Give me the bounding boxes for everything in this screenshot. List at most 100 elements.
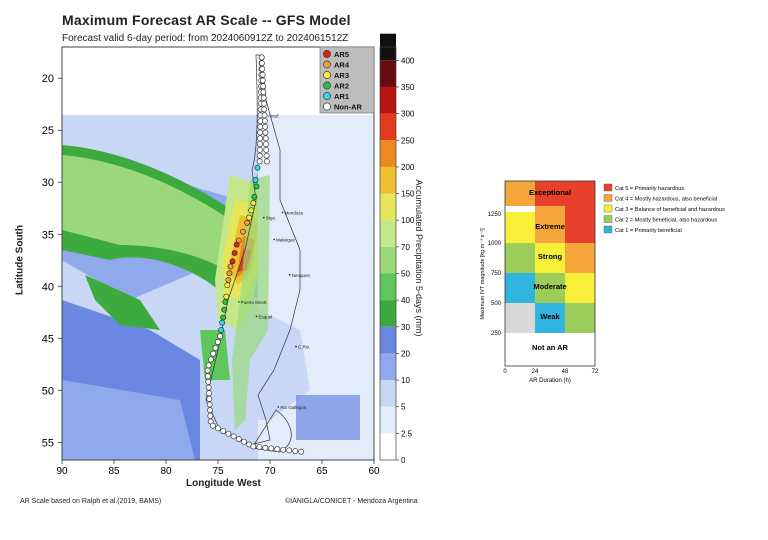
latitude-tick-labels: 20 25 30 35 40 45 50 55: [42, 73, 62, 449]
ar-point: [260, 94, 267, 101]
ar-ytick-label: 250: [491, 331, 502, 337]
latitude-tick-label: 50: [42, 385, 54, 397]
ar-xtick-label: 48: [562, 369, 569, 375]
colorbar-tick-label: 50: [401, 269, 410, 278]
ar-point: [292, 448, 299, 454]
legend-marker: [323, 81, 331, 90]
ar-point: [227, 263, 234, 270]
citation-note: AR Scale based on Ralph et al.(2019, BAM…: [20, 498, 162, 505]
colorbar-tick-label: 5: [401, 403, 406, 412]
ar-point: [261, 106, 268, 113]
ar-point: [223, 293, 230, 300]
city-marker: [277, 406, 280, 408]
copyright-note: ©IANIGLA/CONICET - Mendoza Argentina: [285, 498, 418, 505]
ar-point: [257, 141, 263, 147]
ar-point: [229, 258, 236, 265]
city-label: Neuquen: [292, 273, 311, 278]
ar-point: [257, 123, 264, 130]
category-swatch: [603, 225, 613, 234]
ar-point: [231, 250, 238, 256]
ar-ytick-label: 1000: [488, 241, 502, 247]
legend-label: AR2: [334, 82, 349, 91]
ar-point: [261, 118, 268, 124]
ar-point: [205, 384, 212, 391]
colorbar-segment: [380, 86, 396, 114]
colorbar-tick-label: 400: [401, 56, 415, 65]
colorbar-segment: [380, 300, 396, 327]
ar-point: [256, 444, 263, 451]
colorbar-segment: [380, 60, 396, 87]
ar-point: [259, 66, 266, 72]
city-label: Stgo.: [266, 216, 277, 221]
legend-marker: [323, 92, 331, 100]
longitude-tick-label: 90: [56, 466, 68, 477]
ar-point: [268, 445, 275, 452]
longitude-tick-labels: 90 85 80 75 70 65 60: [56, 460, 380, 477]
ar-point: [250, 443, 257, 450]
ar-row-label: Weak: [540, 312, 560, 321]
ar-point: [256, 146, 263, 153]
colorbar-segment: [380, 193, 396, 221]
legend-marker: [323, 60, 331, 69]
ar-row-label: Not an AR: [532, 343, 569, 352]
ar-point: [220, 428, 227, 434]
map-title: Maximum Forecast AR Scale -- GFS Model: [62, 12, 351, 28]
ar-point: [263, 158, 270, 165]
ar-ytick-label: 500: [491, 301, 502, 307]
ar-point: [205, 378, 212, 385]
ar-point: [262, 135, 269, 142]
ar-point: [219, 319, 226, 326]
ar-point: [244, 219, 251, 226]
city-label: Antof.: [268, 114, 280, 119]
ar-point: [259, 77, 266, 84]
ar-point: [262, 123, 269, 130]
ar-ytick-label: 1250: [488, 212, 502, 218]
colorbar-tick-label: 200: [401, 163, 415, 172]
ar-point: [252, 177, 259, 184]
latitude-tick-label: 35: [42, 229, 54, 241]
ar-point: [235, 436, 242, 442]
ar-point: [207, 412, 214, 419]
ar-point: [222, 298, 229, 305]
ar-row-label: Extreme: [535, 222, 565, 231]
category-label: Cat 2 = Mostly beneficial, also hazardou…: [615, 218, 717, 224]
ar-point: [259, 71, 266, 78]
legend-label: AR1: [334, 92, 349, 101]
ar-point: [220, 314, 227, 321]
longitude-axis-label: Longitude West: [186, 478, 261, 489]
category-label: Cat 3 = Balance of beneficial and hazard…: [615, 207, 725, 213]
ar-point: [258, 54, 265, 61]
ar-point: [230, 433, 237, 440]
ar-point: [210, 350, 217, 357]
ar-point: [250, 200, 257, 206]
colorbar-tick-label: 350: [401, 83, 415, 92]
latitude-tick-label: 20: [42, 73, 54, 85]
colorbar-tick-label: 100: [401, 216, 415, 225]
latitude-axis-label: Latitude South: [14, 225, 26, 295]
ar-point: [205, 373, 211, 380]
ar-xtick-label: 0: [503, 369, 507, 375]
city-label: Malargue: [276, 237, 295, 242]
ar-point: [259, 60, 265, 67]
colorbar-segment: [380, 353, 396, 381]
legend-label: AR5: [334, 50, 349, 59]
legend-label: AR4: [334, 61, 350, 70]
ar-point: [256, 158, 263, 165]
city-label: C.Riv.: [298, 345, 310, 350]
ar-point: [206, 401, 213, 408]
ar-point: [263, 141, 269, 147]
ar-point: [209, 422, 216, 429]
city-marker: [288, 274, 291, 276]
city-marker: [273, 238, 275, 241]
ar-chart-xlabel: AR Duration (h): [529, 378, 571, 384]
ar-xtick-label: 72: [592, 369, 599, 375]
ar-point: [212, 344, 219, 351]
ar-point: [206, 395, 213, 402]
latitude-tick-label: 40: [42, 281, 54, 293]
ar-point: [206, 390, 212, 397]
ar-row-label: Exceptional: [529, 188, 571, 197]
ar-point: [240, 228, 246, 235]
ar-row-label: Moderate: [533, 282, 566, 291]
ar-point: [257, 129, 264, 136]
